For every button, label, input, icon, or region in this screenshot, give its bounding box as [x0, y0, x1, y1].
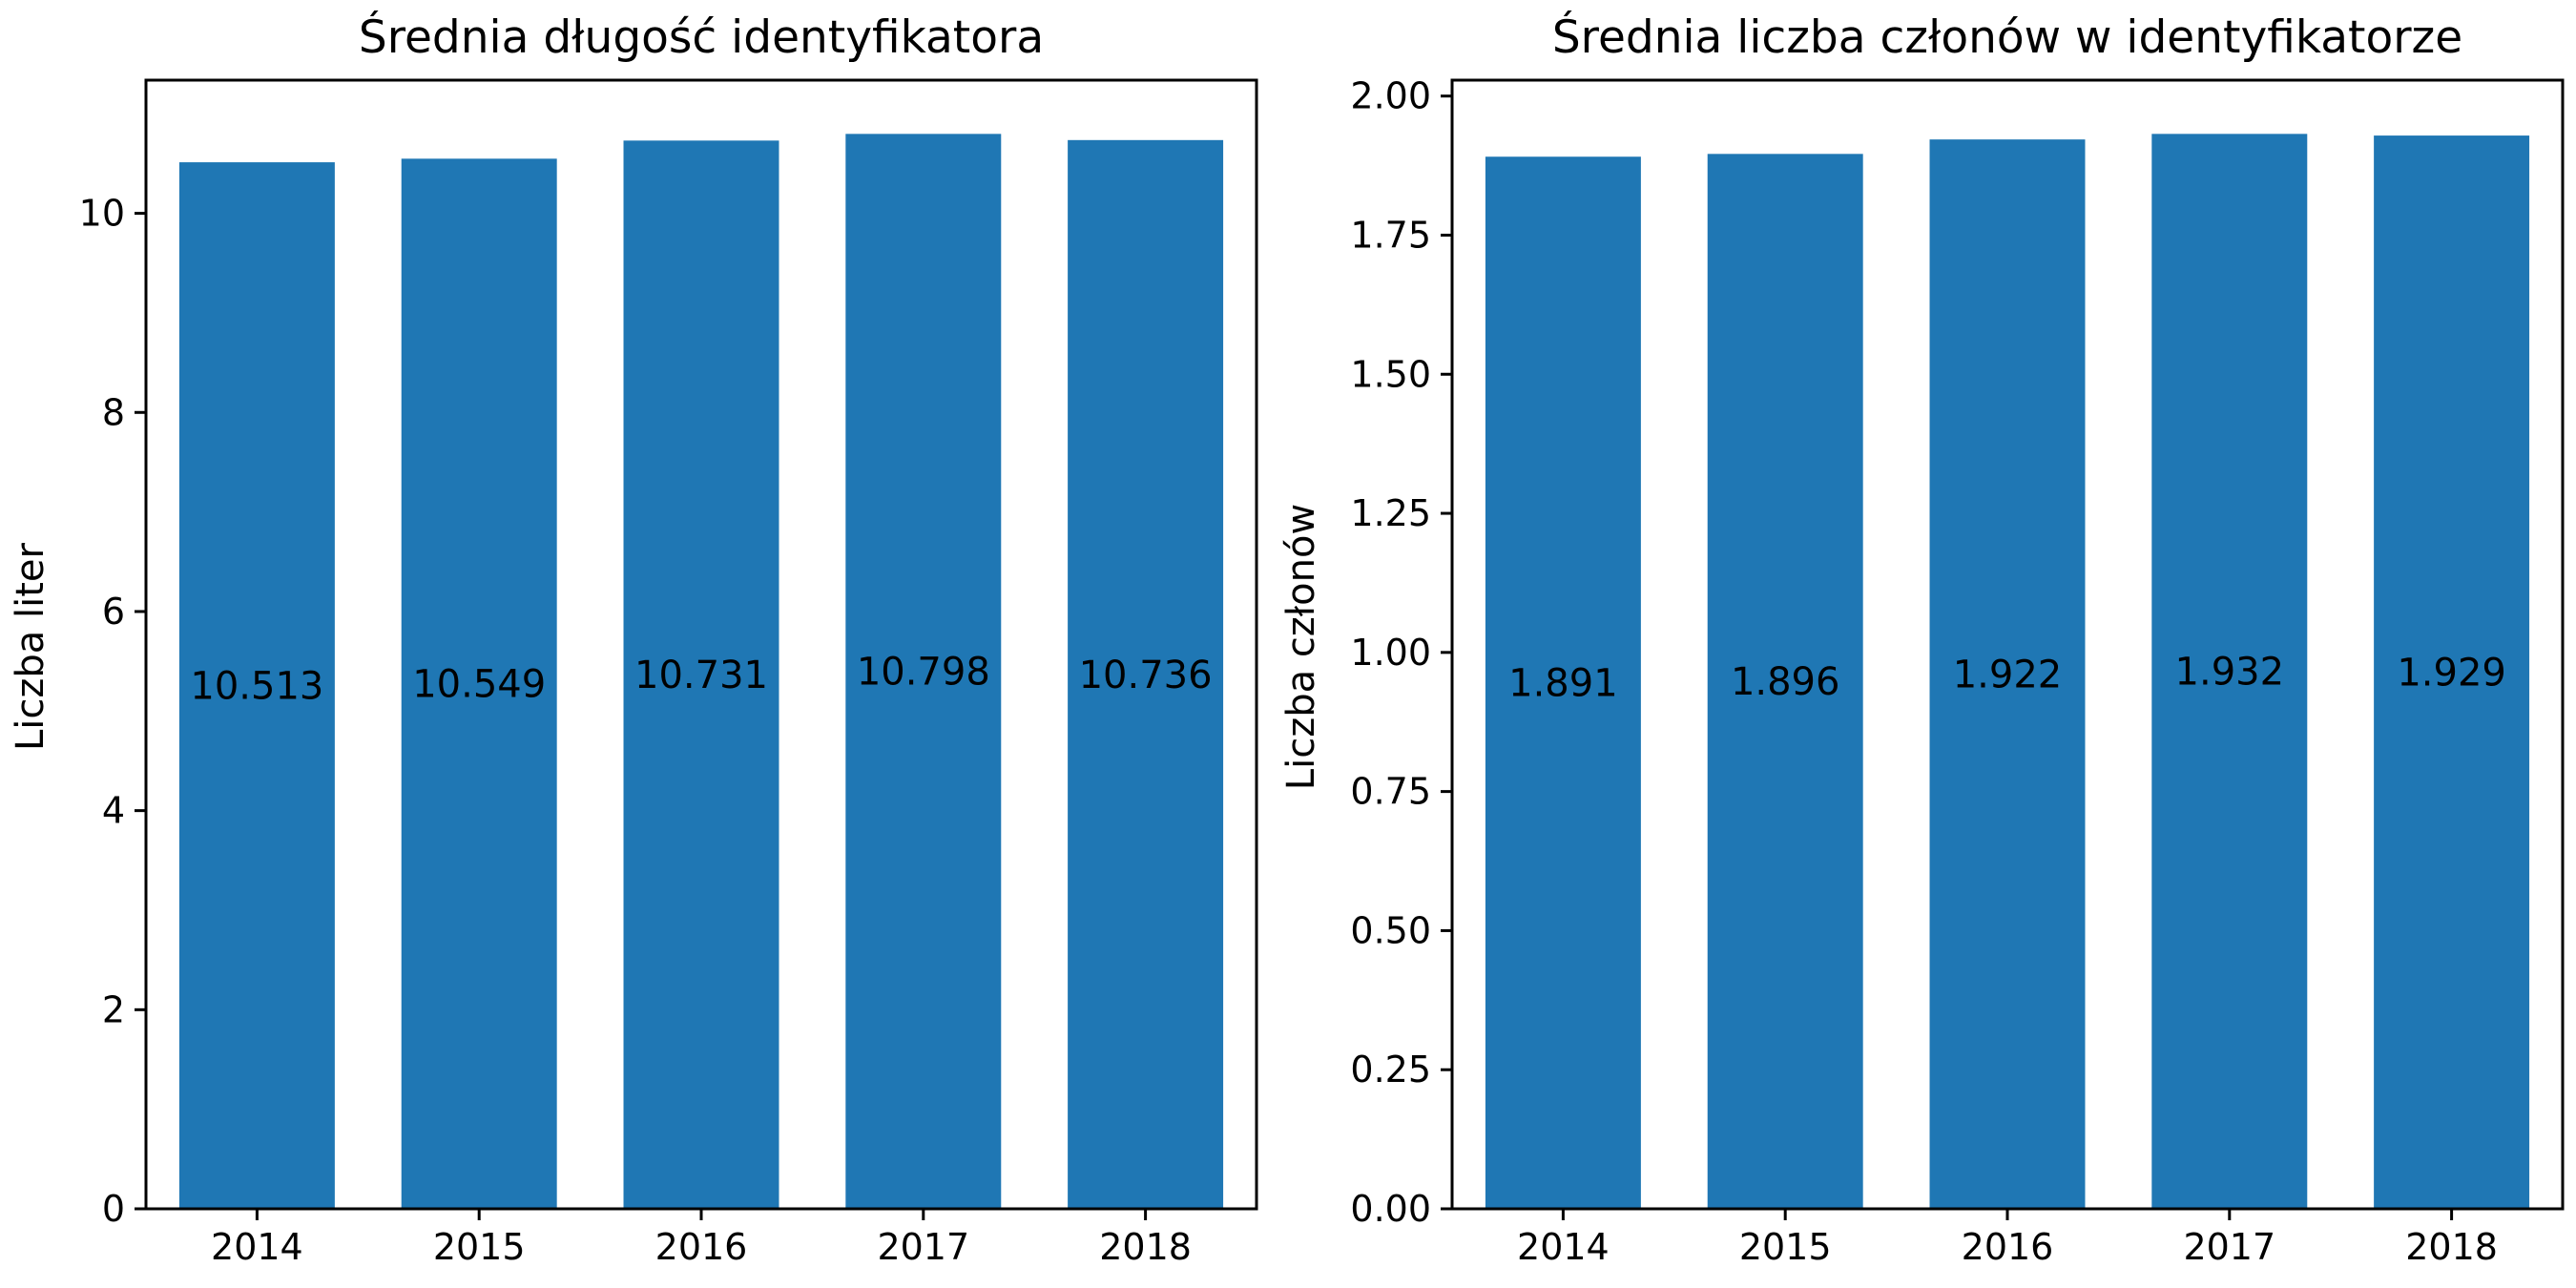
chart-average-segment-count: Średnia liczba członów w identyfikatorze… [1279, 11, 2565, 1268]
bar-2014 [178, 162, 335, 1210]
x-tick-label-2015: 2015 [433, 1226, 526, 1268]
y-tick-label: 2.00 [1350, 75, 1431, 117]
x-tick-label-2016: 2016 [1962, 1226, 2054, 1268]
y-tick-label: 10 [79, 193, 125, 235]
y-axis-label: Liczba członów [1279, 504, 1323, 790]
y-tick-label: 6 [102, 591, 125, 633]
y-tick-label: 0.75 [1350, 771, 1431, 813]
data-label-2016: 1.922 [1953, 654, 2063, 697]
y-tick-label: 8 [102, 391, 125, 433]
plot-frame [144, 78, 1258, 1211]
data-label-2018: 1.929 [2397, 652, 2506, 696]
data-label-2015: 10.549 [412, 663, 546, 707]
y-tick-label: 0 [102, 1188, 125, 1230]
data-label-2017: 1.932 [2175, 651, 2285, 695]
bar-group: 1.891 1.896 1.922 1.932 1.929 [1485, 134, 2530, 1210]
bar-2015 [401, 158, 557, 1210]
y-axis-label: Liczba liter [9, 542, 52, 751]
x-tick-label-2018: 2018 [2405, 1226, 2498, 1268]
bar-2018 [2374, 135, 2530, 1210]
data-label-2014: 10.513 [190, 665, 323, 709]
bar-2014 [1485, 156, 1641, 1209]
y-tick-label: 0.50 [1350, 909, 1431, 951]
bar-2015 [1707, 154, 1863, 1209]
x-tick-label-2017: 2017 [877, 1226, 969, 1268]
chart-title: Średnia liczba członów w identyfikatorze [1552, 11, 2462, 64]
bar-2016 [1929, 139, 2086, 1210]
x-tick-label-2017: 2017 [2183, 1226, 2275, 1268]
bar-2016 [623, 140, 779, 1210]
tick-group: 2014 2015 2016 2017 2018 0 2 4 6 8 10 [79, 193, 1192, 1268]
data-label-2015: 1.896 [1731, 660, 1840, 704]
y-tick-label: 4 [102, 790, 125, 832]
y-tick-label: 0.00 [1350, 1188, 1431, 1230]
bar-2018 [1068, 139, 1224, 1210]
tick-group: 2014 2015 2016 2017 2018 0.00 0.25 0.50 0.75 1.00… [1350, 75, 2498, 1268]
x-tick-label-2014: 2014 [1517, 1226, 1610, 1268]
y-tick-label: 1.75 [1350, 214, 1431, 256]
data-label-2017: 10.798 [857, 651, 990, 695]
bar-2017 [845, 134, 1002, 1210]
bar-2017 [2151, 134, 2308, 1209]
x-tick-label-2016: 2016 [655, 1226, 748, 1268]
y-tick-label: 1.00 [1350, 632, 1431, 674]
y-tick-label: 2 [102, 988, 125, 1030]
y-tick-label: 1.50 [1350, 353, 1431, 395]
data-label-2014: 1.891 [1508, 662, 1618, 706]
x-tick-label-2014: 2014 [211, 1226, 303, 1268]
chart-title: Średnia długość identyfikatora [359, 11, 1044, 64]
y-tick-label: 0.25 [1350, 1049, 1431, 1091]
x-tick-label-2015: 2015 [1739, 1226, 1832, 1268]
plot-frame [1450, 78, 2565, 1211]
chart-average-identifier-length: Średnia długość identyfikatora Liczba li… [9, 11, 1258, 1268]
y-tick-label: 1.25 [1350, 492, 1431, 534]
x-tick-label-2018: 2018 [1099, 1226, 1192, 1268]
data-label-2016: 10.731 [634, 654, 768, 697]
data-label-2018: 10.736 [1079, 654, 1213, 697]
bar-group: 10.513 10.549 10.731 10.798 10.736 [178, 134, 1224, 1210]
